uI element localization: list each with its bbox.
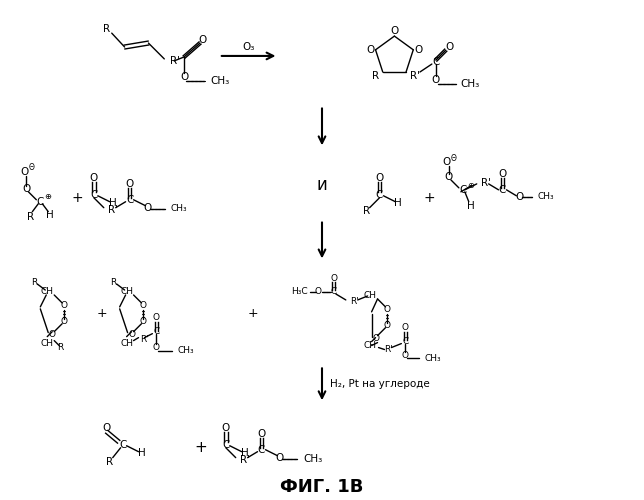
Text: C: C <box>459 185 466 195</box>
Text: H: H <box>395 198 402 207</box>
Text: O: O <box>140 302 147 310</box>
Text: C: C <box>376 190 383 200</box>
Text: +: + <box>97 308 107 320</box>
Text: O: O <box>61 302 68 310</box>
Text: C: C <box>258 444 265 454</box>
Text: H₂, Pt на углероде: H₂, Pt на углероде <box>330 379 430 389</box>
Text: R': R' <box>240 454 250 464</box>
Text: C: C <box>153 327 160 336</box>
Text: O: O <box>140 318 147 326</box>
Text: O: O <box>402 323 409 332</box>
Text: O: O <box>498 169 507 179</box>
Text: O: O <box>445 172 453 182</box>
Text: O: O <box>275 452 283 462</box>
Text: R': R' <box>350 298 359 306</box>
Text: O: O <box>49 330 56 339</box>
Text: O: O <box>414 45 422 55</box>
Text: O: O <box>314 288 321 296</box>
Text: O: O <box>61 318 68 326</box>
Text: CH₃: CH₃ <box>177 346 194 355</box>
Text: +: + <box>71 191 83 205</box>
Text: R: R <box>27 212 34 222</box>
Text: и: и <box>317 176 327 194</box>
Text: O: O <box>126 179 134 189</box>
Text: CH₃: CH₃ <box>424 354 440 363</box>
Text: ⊕: ⊕ <box>468 182 474 190</box>
Text: CH: CH <box>41 339 53 348</box>
Text: CH: CH <box>120 288 133 296</box>
Text: H: H <box>241 448 249 458</box>
Text: R': R' <box>108 204 118 214</box>
Text: O: O <box>384 306 391 314</box>
Text: O: O <box>431 75 440 85</box>
Text: R: R <box>106 456 113 466</box>
Text: C: C <box>37 196 44 206</box>
Text: H: H <box>109 198 117 207</box>
Text: CH₃: CH₃ <box>460 79 480 89</box>
Text: H: H <box>467 200 475 210</box>
Text: O: O <box>128 330 135 339</box>
Text: O: O <box>443 157 451 167</box>
Text: O: O <box>446 42 454 52</box>
Text: O: O <box>384 321 391 330</box>
Text: R: R <box>103 24 110 34</box>
Text: H₃C: H₃C <box>292 288 308 296</box>
Text: R: R <box>110 278 117 286</box>
Text: H: H <box>138 448 146 458</box>
Text: ФИГ. 1В: ФИГ. 1В <box>280 478 364 496</box>
Text: O: O <box>366 45 375 55</box>
Text: R': R' <box>410 71 420 81</box>
Text: O: O <box>199 35 207 45</box>
Text: R: R <box>372 71 379 81</box>
Text: O: O <box>402 351 409 360</box>
Text: O: O <box>90 173 98 183</box>
Text: Θ: Θ <box>28 162 34 172</box>
Text: R: R <box>31 278 37 286</box>
Text: O: O <box>23 184 30 194</box>
Text: +: + <box>247 308 258 320</box>
Text: O: O <box>375 173 384 183</box>
Text: CH₃: CH₃ <box>537 192 554 202</box>
Text: R: R <box>363 206 370 216</box>
Text: C: C <box>402 337 408 346</box>
Text: C: C <box>499 185 506 195</box>
Text: O: O <box>515 192 524 202</box>
Text: R: R <box>57 343 63 352</box>
Text: O: O <box>372 334 379 343</box>
Text: CH: CH <box>363 341 376 350</box>
Text: CH₃: CH₃ <box>210 76 229 86</box>
Text: R': R' <box>140 335 149 344</box>
Text: H: H <box>46 210 54 220</box>
Text: R': R' <box>480 178 491 188</box>
Text: C: C <box>119 440 126 450</box>
Text: O: O <box>153 343 160 352</box>
Text: R': R' <box>170 56 180 66</box>
Text: O: O <box>144 202 151 212</box>
Text: O: O <box>21 167 28 177</box>
Text: O: O <box>258 429 265 439</box>
Text: C: C <box>331 288 337 296</box>
Text: Θ: Θ <box>451 154 457 162</box>
Text: O: O <box>180 72 188 82</box>
Text: +: + <box>423 191 435 205</box>
Text: +: + <box>194 440 207 455</box>
Text: C: C <box>126 195 133 205</box>
Text: CH₃: CH₃ <box>170 204 187 213</box>
Text: CH₃: CH₃ <box>303 454 323 464</box>
Text: ⊕: ⊕ <box>44 192 51 202</box>
Text: O₃: O₃ <box>242 42 255 52</box>
Text: O: O <box>390 26 399 36</box>
Text: R': R' <box>384 345 393 354</box>
Text: CH: CH <box>41 288 53 296</box>
Text: O: O <box>102 423 111 433</box>
Text: CH: CH <box>120 339 133 348</box>
Text: O: O <box>222 423 230 433</box>
Text: O: O <box>153 314 160 322</box>
Text: O: O <box>330 274 337 282</box>
Text: C: C <box>90 190 97 200</box>
Text: C: C <box>222 440 229 450</box>
Text: CH: CH <box>363 292 376 300</box>
Text: C: C <box>432 57 439 67</box>
